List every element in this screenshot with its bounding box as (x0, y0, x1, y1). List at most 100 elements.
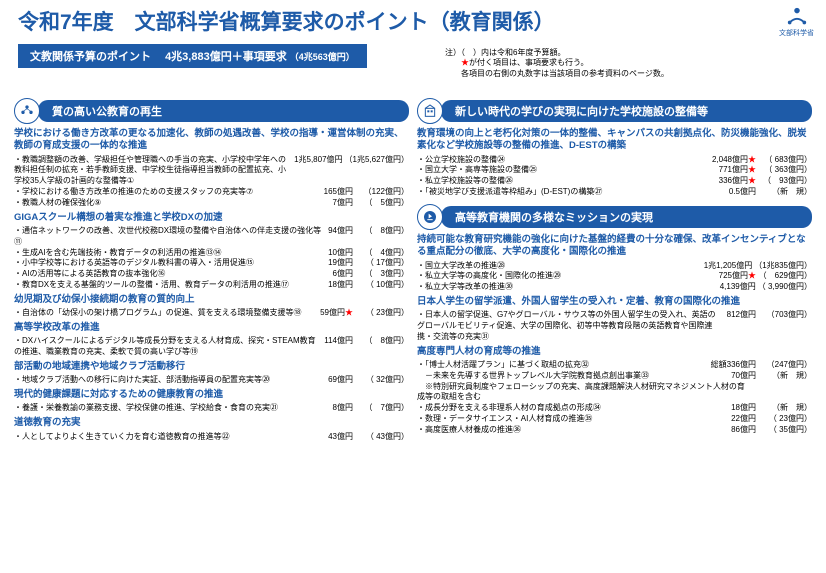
item-prev: （ 8億円） (353, 336, 409, 358)
item-prev: （ 683億円） (756, 155, 812, 166)
item-prev: （ 5億円） (353, 198, 409, 209)
item-prev (756, 382, 812, 404)
star-mark: ★ (461, 58, 469, 67)
item-text: ・数理・データサイエンス・AI人材育成の推進㉟ (417, 414, 727, 425)
item-text: ・地域クラブ活動への移行に向けた実証、部活動指導員の配置充実等⑳ (14, 375, 324, 386)
item-amount: 0.5億円 (725, 187, 756, 198)
item-text: ・「被災地学び支援派遣等枠組み」(D-EST)の構築㉗ (417, 187, 725, 198)
item-text: －未来を先導する世界トップレベル大学院教育拠点創出事業㉝ (417, 371, 727, 382)
item-amount: 43億円 (324, 432, 353, 443)
item-text: ※特別研究員制度やフェローシップの充実、高度課題解決人材研究マネジメント人材の育… (417, 382, 752, 404)
item-amount: 165億円 (320, 187, 353, 198)
item-text: ・国立大学・高専等施設の整備㉕ (417, 165, 715, 176)
group-head: 教育環境の向上と老朽化対策の一体的整備、キャンパスの共創拠点化、防災機能強化、脱… (417, 128, 812, 153)
group-head: 学校における働き方改革の更なる加速化、教師の処遇改善、学校の指導・運営体制の充実… (14, 128, 409, 153)
star-icon: ★ (748, 271, 756, 280)
item-text: ・通信ネットワークの改善、次世代校務DX環境の整備や自治体への伴走支援の強化等⑪ (14, 226, 324, 248)
item-amount: 1兆1,205億円 (700, 261, 752, 272)
item-amount: 8億円 (329, 403, 353, 414)
budget-item: ・教育DXを支える基盤的ツールの整備・活用、教育データの利活用の推進⑰ 18億円… (14, 280, 409, 291)
item-amount: 94億円 (324, 226, 353, 248)
budget-item: ※特別研究員制度やフェローシップの充実、高度課題解決人材研究マネジメント人材の育… (417, 382, 812, 404)
notes-block: 注）（ ）内は令和6年度予算額。 ★が付く項目は、事項要求も行う。 各項目の右側… (445, 48, 669, 79)
item-prev: （ 363億円） (756, 165, 812, 176)
budget-item: ・地域クラブ活動への移行に向けた実証、部活動指導員の配置充実等⑳ 69億円 （ … (14, 375, 409, 386)
item-amount: 22億円 (727, 414, 756, 425)
item-amount: 70億円 (727, 371, 756, 382)
budget-item: ・小中学校等における英語等のデジタル教科書の導入・活用促進⑮ 19億円 （ 17… (14, 258, 409, 269)
item-prev: （ 3億円） (353, 269, 409, 280)
item-text: ・「博士人材活躍プラン」に基づく取組の拡充㉜ (417, 360, 707, 371)
item-prev: （ 35億円） (756, 425, 812, 436)
item-prev: （新 規） (756, 403, 812, 414)
item-prev: （1兆835億円） (752, 261, 812, 272)
budget-item: ・学校における働き方改革の推進のための支援スタッフの充実等⑦ 165億円 （12… (14, 187, 409, 198)
budget-item: －未来を先導する世界トップレベル大学院教育拠点創出事業㉝ 70億円 （新 規） (417, 371, 812, 382)
note-line-2-rest: が付く項目は、事項要求も行う。 (469, 58, 589, 67)
star-icon: ★ (748, 176, 756, 185)
item-prev: （122億円） (353, 187, 409, 198)
note-line-2: ★が付く項目は、事項要求も行う。 (445, 58, 669, 68)
group-head: 現代的健康課題に対応するための健康教育の推進 (14, 389, 409, 401)
budget-item: ・数理・データサイエンス・AI人材育成の推進㉟ 22億円 （ 23億円） (417, 414, 812, 425)
mext-logo-icon (786, 6, 808, 28)
item-text: ・私立学校施設等の整備㉖ (417, 176, 715, 187)
item-prev: （ 23億円） (756, 414, 812, 425)
item-text: ・小中学校等における英語等のデジタル教科書の導入・活用促進⑮ (14, 258, 324, 269)
item-prev: （ 17億円） (353, 258, 409, 269)
item-prev: （703億円） (756, 310, 812, 342)
group-head: 高度専門人材の育成等の推進 (417, 346, 812, 358)
budget-item: ・DXハイスクールによるデジタル等成長分野を支える人材育成、探究・STEAM教育… (14, 336, 409, 358)
budget-label: 文教関係予算のポイント (30, 51, 151, 63)
item-prev: （ 629億円） (756, 271, 812, 282)
page-title: 令和7年度 文部科学省概算要求のポイント（教育関係） (18, 6, 555, 36)
group-head: 持続可能な教育研究機能の強化に向けた基盤的経費の十分な確保、改革インセンティブと… (417, 234, 812, 259)
item-text: ・日本人の留学促進、G7やグローバル・サウス等の外国人留学生の受入れ、英語のグロ… (417, 310, 723, 342)
people-icon (14, 98, 40, 124)
budget-amount: 4兆3,883億円＋事項要求 (165, 51, 287, 63)
item-amount: 812億円 (723, 310, 756, 342)
item-prev: （247億円） (756, 360, 812, 371)
item-text: ・AIの活用等による英語教育の抜本強化⑯ (14, 269, 329, 280)
budget-item: ・AIの活用等による英語教育の抜本強化⑯ 6億円 （ 3億円） (14, 269, 409, 280)
item-amount: 6億円 (329, 269, 353, 280)
star-icon: ★ (345, 308, 353, 317)
group-head: 部活動の地域連携や地域クラブ活動移行 (14, 361, 409, 373)
star-icon: ★ (748, 165, 756, 174)
item-amount: 336億円★ (715, 176, 756, 187)
item-text: ・国立大学改革の推進㉘ (417, 261, 700, 272)
budget-item: ・生成AIを含む先端技術・教育データの利活用の推進⑬⑭ 10億円 （ 4億円） (14, 248, 409, 259)
item-amount: 18億円 (727, 403, 756, 414)
budget-item: ・高度医療人材養成の推進㊱ 86億円 （ 35億円） (417, 425, 812, 436)
item-prev: （ 4億円） (353, 248, 409, 259)
budget-item: ・教職人材の確保強化⑨ 7億円 （ 5億円） (14, 198, 409, 209)
budget-item: ・自治体の「幼保小の架け橋プログラム」の促進、質を支える環境整備支援等⑱ 59億… (14, 308, 409, 319)
budget-summary-bar: 文教関係予算のポイント 4兆3,883億円＋事項要求 （4兆563億円） (18, 44, 367, 68)
group-head: 高等学校改革の推進 (14, 322, 409, 334)
building-icon (417, 98, 443, 124)
item-text: ・私立大学等改革の推進㉚ (417, 282, 716, 293)
note-line-3: 各項目の右側の丸数字は当該項目の参考資料のページ数。 (445, 69, 669, 79)
item-prev: （ 43億円） (353, 432, 409, 443)
item-amount: 114億円 (320, 336, 353, 358)
budget-item: ・国立大学・高専等施設の整備㉕ 771億円★ （ 363億円） (417, 165, 812, 176)
budget-item: ・私立学校施設等の整備㉖ 336億円★ （ 93億円） (417, 176, 812, 187)
item-amount: 1兆5,807億円 (290, 155, 342, 187)
budget-item: ・成長分野を支える非理系人材の育成拠点の形成㉞ 18億円 （新 規） (417, 403, 812, 414)
item-text: ・生成AIを含む先端技術・教育データの利活用の推進⑬⑭ (14, 248, 324, 259)
budget-item: ・私立大学等の高度化・国際化の推進㉙ 725億円★ （ 629億円） (417, 271, 812, 282)
item-amount: 2,048億円★ (708, 155, 756, 166)
item-text: ・養護・栄養教諭の業務支援、学校保健の推進、学校給食・食育の充実㉑ (14, 403, 329, 414)
item-amount: 19億円 (324, 258, 353, 269)
item-amount: 59億円★ (316, 308, 353, 319)
budget-item: ・通信ネットワークの改善、次世代校務DX環境の整備や自治体への伴走支援の強化等⑪… (14, 226, 409, 248)
item-amount: 725億円★ (715, 271, 756, 282)
item-text: ・自治体の「幼保小の架け橋プログラム」の促進、質を支える環境整備支援等⑱ (14, 308, 316, 319)
item-amount: 総額336億円 (707, 360, 756, 371)
budget-item: ・教職調整額の改善、学級担任や管理職への手当の充実、小学校中学年への教科担任制の… (14, 155, 409, 187)
item-prev: （新 規） (756, 371, 812, 382)
item-amount: 771億円★ (715, 165, 756, 176)
item-amount: 10億円 (324, 248, 353, 259)
group-head: 幼児期及び幼保小接続期の教育の質的向上 (14, 294, 409, 306)
item-prev: （ 93億円） (756, 176, 812, 187)
